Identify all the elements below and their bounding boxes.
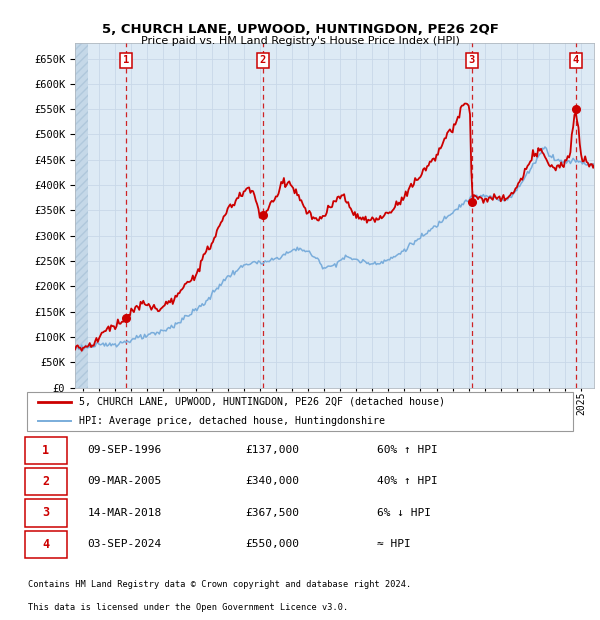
Text: HPI: Average price, detached house, Huntingdonshire: HPI: Average price, detached house, Hunt… — [79, 417, 385, 427]
Text: 3: 3 — [469, 55, 475, 66]
Text: 2: 2 — [42, 475, 49, 488]
Text: 09-MAR-2005: 09-MAR-2005 — [88, 477, 162, 487]
Text: 60% ↑ HPI: 60% ↑ HPI — [377, 445, 438, 455]
FancyBboxPatch shape — [25, 436, 67, 464]
FancyBboxPatch shape — [27, 392, 572, 431]
Text: 2: 2 — [260, 55, 266, 66]
Text: This data is licensed under the Open Government Licence v3.0.: This data is licensed under the Open Gov… — [28, 603, 349, 612]
Text: 5, CHURCH LANE, UPWOOD, HUNTINGDON, PE26 2QF (detached house): 5, CHURCH LANE, UPWOOD, HUNTINGDON, PE26… — [79, 397, 445, 407]
FancyBboxPatch shape — [25, 531, 67, 558]
Text: 3: 3 — [42, 507, 49, 520]
Text: 1: 1 — [123, 55, 130, 66]
Text: 5, CHURCH LANE, UPWOOD, HUNTINGDON, PE26 2QF: 5, CHURCH LANE, UPWOOD, HUNTINGDON, PE26… — [101, 23, 499, 36]
FancyBboxPatch shape — [25, 468, 67, 495]
Text: Contains HM Land Registry data © Crown copyright and database right 2024.: Contains HM Land Registry data © Crown c… — [28, 580, 412, 589]
Text: 03-SEP-2024: 03-SEP-2024 — [88, 539, 162, 549]
Text: 6% ↓ HPI: 6% ↓ HPI — [377, 508, 431, 518]
Bar — [75, 43, 88, 388]
Text: £340,000: £340,000 — [245, 477, 299, 487]
Text: £137,000: £137,000 — [245, 445, 299, 455]
Text: Price paid vs. HM Land Registry's House Price Index (HPI): Price paid vs. HM Land Registry's House … — [140, 36, 460, 46]
Text: 1: 1 — [42, 444, 49, 457]
Text: 4: 4 — [573, 55, 579, 66]
Text: 4: 4 — [42, 538, 49, 551]
Text: 14-MAR-2018: 14-MAR-2018 — [88, 508, 162, 518]
Text: 09-SEP-1996: 09-SEP-1996 — [88, 445, 162, 455]
Text: 40% ↑ HPI: 40% ↑ HPI — [377, 477, 438, 487]
Text: £367,500: £367,500 — [245, 508, 299, 518]
Text: ≈ HPI: ≈ HPI — [377, 539, 411, 549]
Text: £550,000: £550,000 — [245, 539, 299, 549]
FancyBboxPatch shape — [25, 499, 67, 526]
